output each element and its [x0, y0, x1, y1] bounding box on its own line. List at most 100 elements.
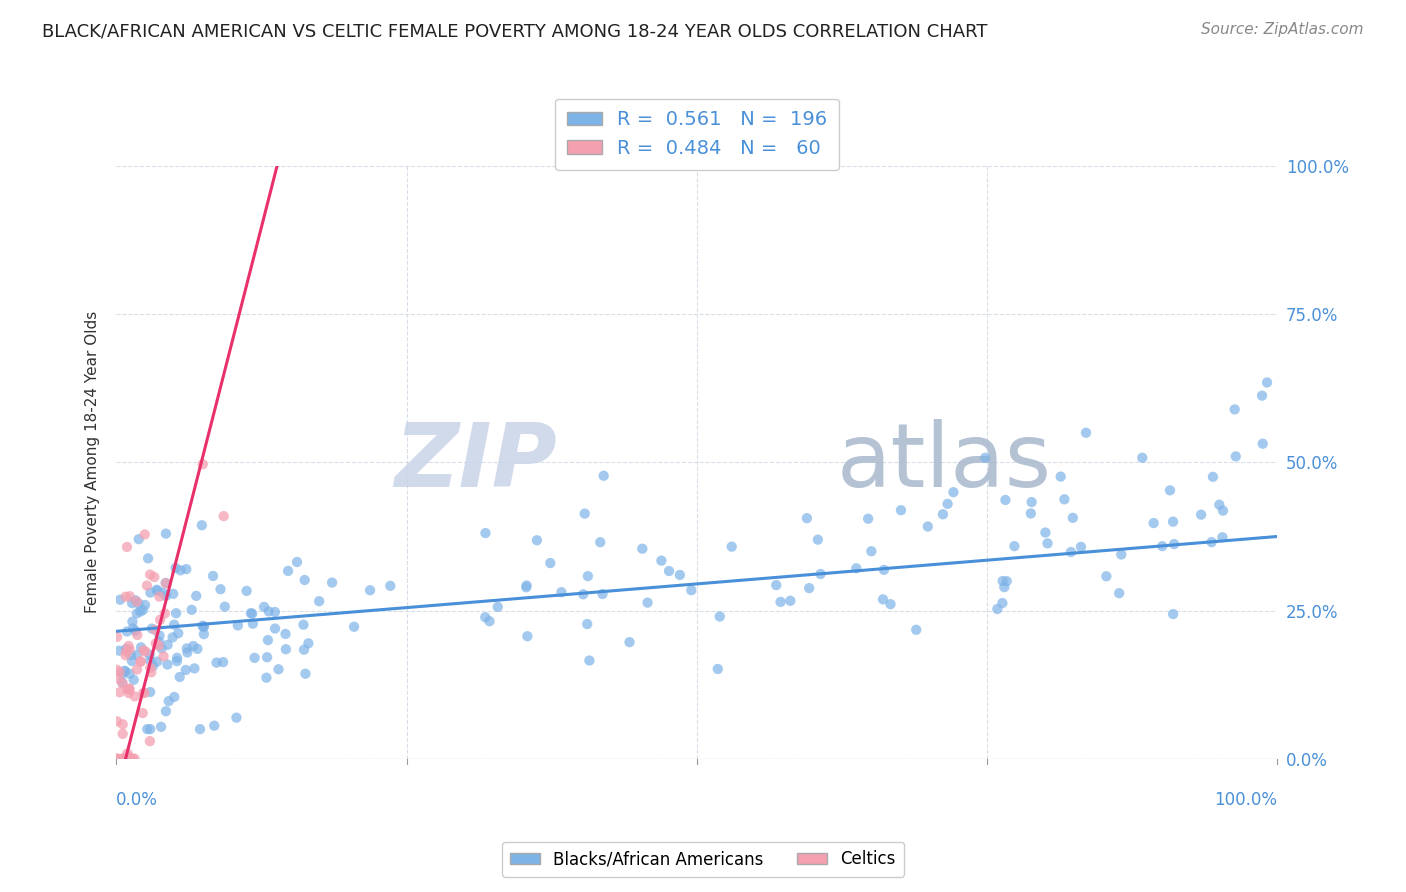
Point [145, 582, 167, 597]
Point [186, 641, 208, 656]
Point [631, 541, 654, 556]
Point [155, 576, 177, 591]
Point [592, 468, 614, 483]
Point [879, 597, 901, 611]
Point [105, 663, 128, 677]
Point [108, 592, 131, 607]
Point [108, 685, 131, 699]
Point [139, 567, 162, 582]
Point [707, 662, 730, 676]
Point [1152, 539, 1174, 553]
Point [807, 533, 830, 547]
Point [143, 623, 166, 637]
Point [156, 638, 179, 652]
Point [183, 661, 205, 675]
Point [124, 593, 146, 607]
Point [277, 564, 299, 578]
Point [129, 654, 152, 668]
Point [214, 599, 236, 614]
Point [111, 717, 134, 731]
Point [155, 704, 177, 718]
Point [153, 607, 176, 621]
Point [129, 604, 152, 618]
Point [932, 508, 955, 522]
Point [274, 627, 297, 641]
Point [125, 595, 148, 609]
Point [1201, 535, 1223, 549]
Point [872, 592, 894, 607]
Point [124, 752, 146, 766]
Point [180, 603, 202, 617]
Point [1223, 402, 1246, 417]
Point [297, 636, 319, 650]
Point [1060, 545, 1083, 559]
Point [155, 526, 177, 541]
Point [191, 619, 214, 633]
Point [121, 654, 143, 668]
Point [516, 629, 538, 643]
Point [779, 594, 801, 608]
Point [995, 574, 1018, 589]
Point [1035, 525, 1057, 540]
Point [1021, 495, 1043, 509]
Point [576, 569, 599, 583]
Point [155, 575, 177, 590]
Point [845, 561, 868, 575]
Point [141, 665, 163, 680]
Text: 100.0%: 100.0% [1215, 791, 1278, 809]
Point [191, 457, 214, 471]
Point [936, 497, 959, 511]
Point [120, 750, 142, 764]
Point [1002, 539, 1025, 553]
Point [550, 585, 572, 599]
Point [157, 694, 180, 708]
Point [256, 650, 278, 665]
Point [212, 655, 235, 669]
Point [122, 622, 145, 636]
Point [156, 657, 179, 672]
Point [108, 643, 131, 657]
Point [917, 519, 939, 533]
Point [114, 665, 136, 679]
Point [1161, 607, 1184, 621]
Point [796, 511, 818, 525]
Point [1159, 483, 1181, 498]
Point [799, 581, 821, 595]
Point [193, 619, 215, 633]
Point [107, 752, 129, 766]
Point [118, 642, 141, 657]
Point [163, 690, 186, 704]
Point [146, 655, 169, 669]
Point [117, 639, 139, 653]
Point [114, 590, 136, 604]
Point [257, 604, 280, 618]
Point [118, 682, 141, 697]
Point [118, 589, 141, 603]
Point [578, 654, 600, 668]
Point [148, 639, 170, 653]
Point [994, 492, 1017, 507]
Point [111, 675, 134, 690]
Point [321, 575, 343, 590]
Point [118, 666, 141, 681]
Point [294, 573, 316, 587]
Point [486, 599, 509, 614]
Point [139, 585, 162, 599]
Point [111, 752, 134, 766]
Point [129, 640, 152, 655]
Point [474, 610, 496, 624]
Point [148, 629, 170, 643]
Point [256, 671, 278, 685]
Point [162, 587, 184, 601]
Point [991, 574, 1014, 588]
Point [209, 582, 232, 597]
Point [235, 583, 257, 598]
Point [166, 654, 188, 668]
Point [1163, 537, 1185, 551]
Point [343, 620, 366, 634]
Point [105, 752, 128, 766]
Point [108, 665, 131, 679]
Point [1211, 530, 1233, 544]
Point [1225, 450, 1247, 464]
Point [134, 527, 156, 541]
